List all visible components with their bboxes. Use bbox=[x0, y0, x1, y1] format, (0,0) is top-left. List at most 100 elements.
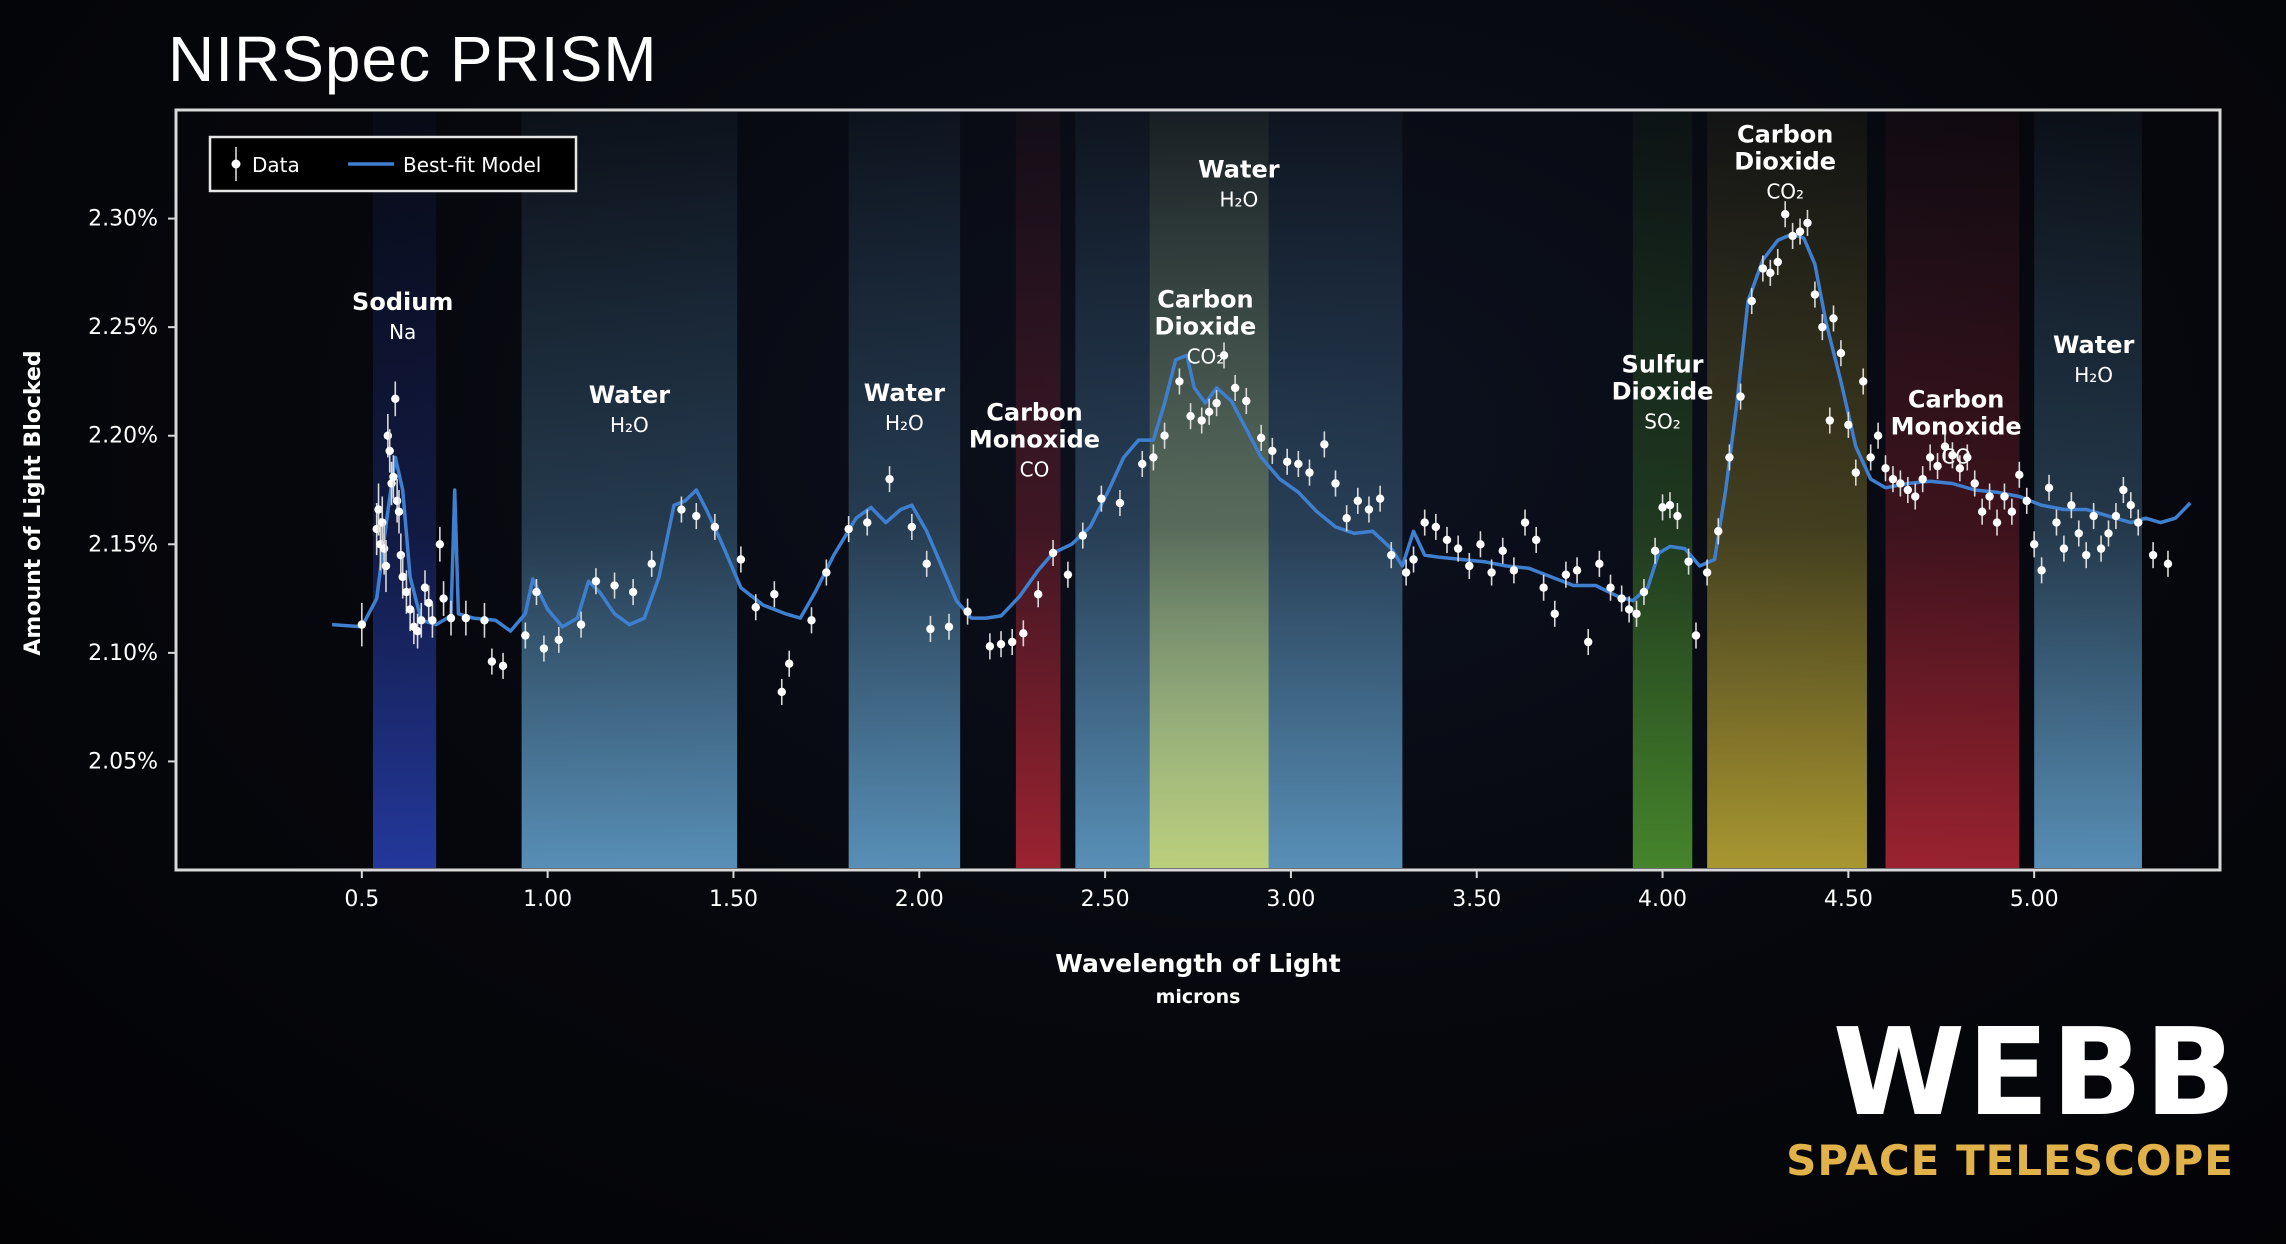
x-tick-label: 4.00 bbox=[1638, 887, 1687, 912]
data-marker bbox=[435, 540, 445, 549]
data-marker bbox=[2163, 559, 2173, 569]
data-point bbox=[2163, 550, 2173, 577]
data-point bbox=[1572, 557, 1582, 584]
data-point bbox=[1963, 444, 1972, 471]
molecule-name: Carbon bbox=[1908, 385, 2004, 413]
data-point bbox=[885, 466, 894, 493]
data-point bbox=[736, 546, 746, 573]
x-tick-label: 4.50 bbox=[1824, 887, 1873, 912]
data-marker bbox=[394, 507, 404, 516]
data-marker bbox=[1911, 492, 1920, 501]
data-marker bbox=[785, 659, 794, 668]
data-point bbox=[785, 650, 794, 677]
data-marker bbox=[1294, 459, 1303, 469]
data-marker bbox=[1331, 479, 1340, 488]
data-marker bbox=[1353, 496, 1363, 506]
data-marker bbox=[379, 544, 389, 553]
data-marker bbox=[420, 583, 430, 592]
molecule-name: Carbon bbox=[1157, 286, 1253, 314]
band-water bbox=[848, 112, 961, 868]
data-point bbox=[996, 631, 1006, 658]
data-point bbox=[1955, 455, 1965, 482]
data-marker bbox=[2029, 540, 2039, 549]
data-point bbox=[1160, 422, 1169, 449]
data-marker bbox=[1175, 377, 1184, 386]
data-point bbox=[2119, 476, 2128, 504]
data-marker bbox=[1465, 561, 1474, 571]
data-point bbox=[1818, 314, 1827, 341]
data-marker bbox=[2067, 501, 2076, 510]
data-point bbox=[1561, 561, 1571, 588]
data-point bbox=[391, 381, 400, 417]
data-point bbox=[1888, 466, 1898, 493]
data-marker bbox=[405, 605, 415, 614]
data-marker bbox=[1940, 442, 1950, 451]
data-marker bbox=[1859, 377, 1868, 386]
data-marker bbox=[1758, 264, 1768, 273]
data-marker bbox=[1818, 322, 1827, 332]
data-point bbox=[1977, 498, 1987, 525]
data-marker bbox=[392, 496, 402, 506]
data-marker bbox=[554, 635, 563, 645]
data-marker bbox=[2126, 501, 2136, 510]
data-point bbox=[1911, 483, 1920, 510]
molecule-formula: SO₂ bbox=[1644, 410, 1680, 434]
data-marker bbox=[2052, 518, 2061, 527]
data-point bbox=[424, 585, 433, 621]
data-point bbox=[1873, 422, 1883, 449]
data-marker bbox=[1520, 518, 1530, 527]
data-marker bbox=[647, 559, 656, 569]
data-marker bbox=[1431, 522, 1441, 532]
data-marker bbox=[1256, 433, 1266, 443]
data-point bbox=[1531, 526, 1541, 553]
data-point bbox=[2126, 492, 2136, 519]
data-point bbox=[357, 602, 367, 647]
data-marker bbox=[1138, 459, 1147, 469]
molecule-formula: H₂O bbox=[2074, 363, 2113, 387]
data-marker bbox=[2015, 470, 2024, 479]
data-marker bbox=[1825, 416, 1834, 425]
data-marker bbox=[807, 616, 816, 625]
data-marker bbox=[1985, 492, 1994, 501]
molecule-name: Water bbox=[589, 381, 671, 409]
data-point bbox=[1624, 596, 1634, 623]
data-point bbox=[405, 587, 415, 632]
data-point bbox=[2029, 531, 2039, 558]
molecule-name: Water bbox=[1198, 155, 1280, 183]
data-point bbox=[1453, 535, 1463, 562]
data-point bbox=[1714, 518, 1723, 545]
data-point bbox=[1509, 557, 1519, 584]
data-marker bbox=[692, 511, 701, 521]
data-marker bbox=[1873, 431, 1883, 440]
data-marker bbox=[357, 620, 367, 629]
data-point bbox=[647, 550, 656, 577]
data-marker bbox=[1684, 557, 1693, 566]
data-point bbox=[2022, 487, 2031, 514]
data-marker bbox=[885, 474, 894, 484]
label-water: Water H₂O bbox=[864, 379, 946, 435]
data-marker bbox=[610, 581, 619, 590]
x-tick-label: 0.5 bbox=[344, 887, 379, 912]
data-marker bbox=[1866, 453, 1875, 462]
data-point bbox=[628, 579, 638, 606]
data-point bbox=[807, 607, 816, 634]
y-tick-label: 2.25% bbox=[88, 315, 158, 340]
data-point bbox=[1992, 509, 2002, 536]
x-tick-label: 3.00 bbox=[1266, 887, 1315, 912]
data-point bbox=[822, 559, 831, 586]
data-marker bbox=[1097, 494, 1106, 503]
data-marker bbox=[1420, 518, 1429, 527]
data-point bbox=[1948, 442, 1957, 469]
data-marker bbox=[926, 624, 935, 634]
data-point bbox=[1197, 407, 1206, 434]
data-point bbox=[439, 581, 448, 616]
data-marker bbox=[1212, 398, 1221, 408]
data-point bbox=[1985, 483, 1994, 510]
data-marker bbox=[532, 587, 541, 597]
data-point bbox=[435, 526, 445, 562]
data-point bbox=[1294, 450, 1303, 477]
data-point bbox=[1702, 559, 1712, 586]
